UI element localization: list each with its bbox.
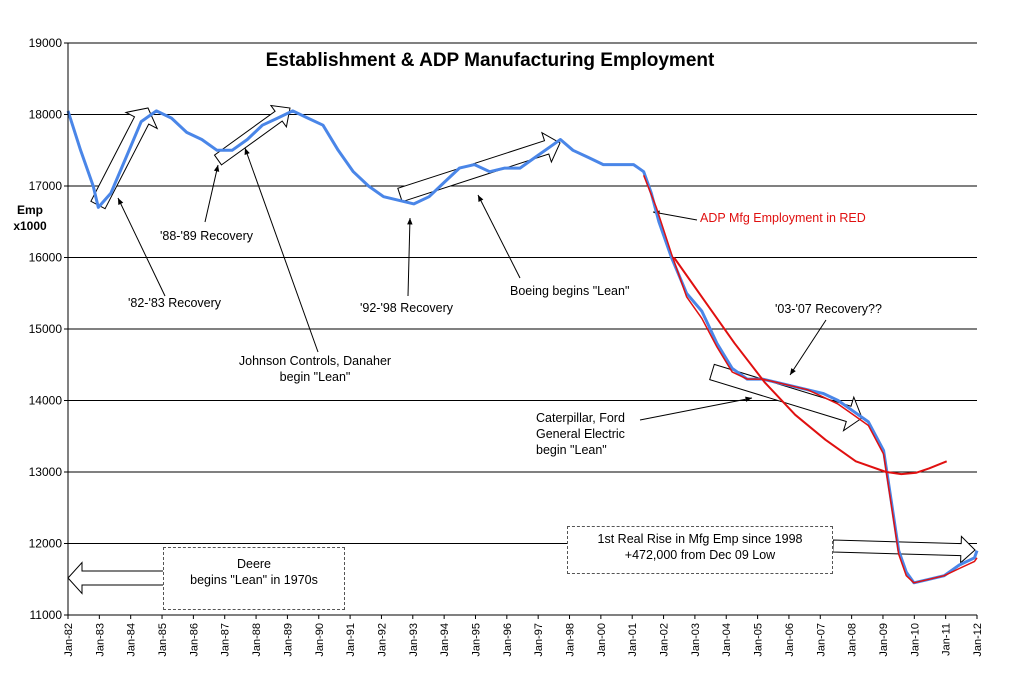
arrow-88-89 (204, 164, 219, 223)
y-tick-label: 13000 (29, 465, 63, 479)
x-tick-label: Jan-88 (251, 623, 263, 657)
annotation-cat-line3: begin "Lean" (536, 443, 607, 457)
y-axis-ticks: 11000 12000 13000 14000 15000 16000 17000 18000… (29, 36, 68, 622)
x-tick-label: Jan-05 (753, 623, 765, 657)
y-tick-label: 17000 (29, 179, 63, 193)
annotation-arrows (67, 104, 976, 595)
x-tick-label: Jan-89 (282, 623, 294, 657)
y-tick-label: 12000 (29, 537, 63, 551)
annotation-adp-red: ADP Mfg Employment in RED (700, 211, 866, 225)
annotation-82-83-recovery: '82-'83 Recovery (128, 296, 222, 310)
arrow-boeing-head (478, 195, 484, 202)
x-tick-label: Jan-92 (376, 623, 388, 657)
big-arrow-rise (832, 535, 976, 564)
x-axis-ticks: Jan-82 Jan-83 Jan-84 Jan-85 Jan-86 Jan-87 Jan-… (63, 615, 984, 657)
x-tick-label: Jan-82 (63, 623, 75, 657)
annotation-rise-line1: 1st Real Rise in Mfg Emp since 1998 (597, 532, 803, 546)
x-tick-label: Jan-08 (847, 623, 859, 657)
annotation-88-89-recovery: '88-'89 Recovery (160, 229, 254, 243)
arrow-jci-head (244, 148, 250, 155)
annotation-johnson-controls-lean: Johnson Controls, Danaher begin "Lean" (200, 353, 430, 385)
x-tick-label: Jan-84 (126, 623, 138, 657)
x-tick-label: Jan-10 (909, 623, 921, 657)
x-tick-label: Jan-97 (533, 623, 545, 657)
y-tick-label: 15000 (29, 322, 63, 336)
x-tick-label: Jan-86 (188, 623, 200, 657)
y-tick-label: 16000 (29, 251, 63, 265)
y-tick-label: 14000 (29, 394, 63, 408)
arrow-03-07 (789, 319, 827, 376)
x-tick-label: Jan-98 (565, 623, 577, 657)
annotation-boeing-lean: Boeing begins "Lean" (510, 284, 630, 298)
annotation-caterpillar-lean: Caterpillar, Ford General Electric begin… (536, 410, 625, 458)
x-tick-label: Jan-02 (659, 623, 671, 657)
grid (68, 42, 977, 544)
arrow-cat (639, 397, 753, 421)
arrow-adp (652, 211, 698, 221)
x-tick-label: Jan-01 (627, 623, 639, 657)
x-tick-label: Jan-91 (345, 623, 357, 657)
x-tick-label: Jan-96 (502, 623, 514, 657)
x-tick-label: Jan-87 (220, 623, 232, 657)
big-arrow-deere (67, 561, 166, 595)
x-tick-label: Jan-93 (408, 623, 420, 657)
x-tick-label: Jan-94 (439, 623, 451, 657)
x-tick-label: Jan-12 (972, 623, 984, 657)
arrow-82-83-head (118, 198, 124, 205)
annotation-03-07-recovery: '03-'07 Recovery?? (775, 302, 882, 316)
chart-title: Establishment & ADP Manufacturing Employ… (265, 50, 715, 71)
x-tick-label: Jan-11 (941, 623, 953, 656)
big-arrow-82-83 (90, 107, 159, 210)
annotation-deere-line2: begins "Lean" in 1970s (190, 573, 318, 587)
annotation-jci-line2: begin "Lean" (279, 370, 351, 384)
arrow-cat-head (745, 396, 752, 402)
y-axis-label-line2: x1000 (13, 219, 47, 233)
annotation-cat-line1: Caterpillar, Ford (536, 411, 625, 425)
y-axis-label: Emp x1000 (4, 202, 56, 234)
annotation-deere-box: Deere begins "Lean" in 1970s (163, 547, 345, 610)
series-lines (66, 109, 979, 585)
series-line-3 (673, 256, 948, 476)
x-tick-label: Jan-95 (470, 623, 482, 657)
big-arrow-03-07 (709, 363, 863, 432)
x-tick-label: Jan-06 (784, 623, 796, 657)
annotation-deere-line1: Deere (236, 557, 272, 571)
arrow-jci (244, 147, 319, 353)
x-tick-label: Jan-04 (721, 623, 733, 657)
arrow-88-89-head (213, 165, 220, 172)
y-tick-label: 18000 (29, 108, 63, 122)
x-tick-label: Jan-90 (314, 623, 326, 657)
series-line-2 (643, 175, 978, 584)
annotation-first-real-rise-box: 1st Real Rise in Mfg Emp since 1998 +472… (567, 526, 833, 574)
x-tick-label: Jan-85 (157, 623, 169, 657)
arrow-03-07-head (790, 368, 796, 375)
y-axis-label-line1: Emp (16, 203, 43, 217)
series-line-1 (66, 109, 979, 585)
x-tick-label: Jan-00 (596, 623, 608, 657)
arrow-92-98-head (407, 218, 413, 225)
x-tick-label: Jan-07 (815, 623, 827, 657)
y-tick-label: 19000 (29, 36, 63, 50)
annotation-rise-line2: +472,000 from Dec 09 Low (624, 548, 776, 562)
annotation-cat-line2: General Electric (536, 427, 625, 441)
annotation-jci-line1: Johnson Controls, Danaher (238, 354, 392, 368)
arrow-92-98 (407, 217, 411, 297)
arrow-boeing (477, 194, 521, 279)
annotation-92-98-recovery: '92-'98 Recovery (360, 301, 454, 315)
y-tick-label: 11000 (30, 608, 63, 622)
x-tick-label: Jan-03 (690, 623, 702, 657)
x-tick-label: Jan-09 (878, 623, 890, 657)
x-tick-label: Jan-83 (94, 623, 106, 657)
arrow-82-83 (117, 197, 166, 297)
